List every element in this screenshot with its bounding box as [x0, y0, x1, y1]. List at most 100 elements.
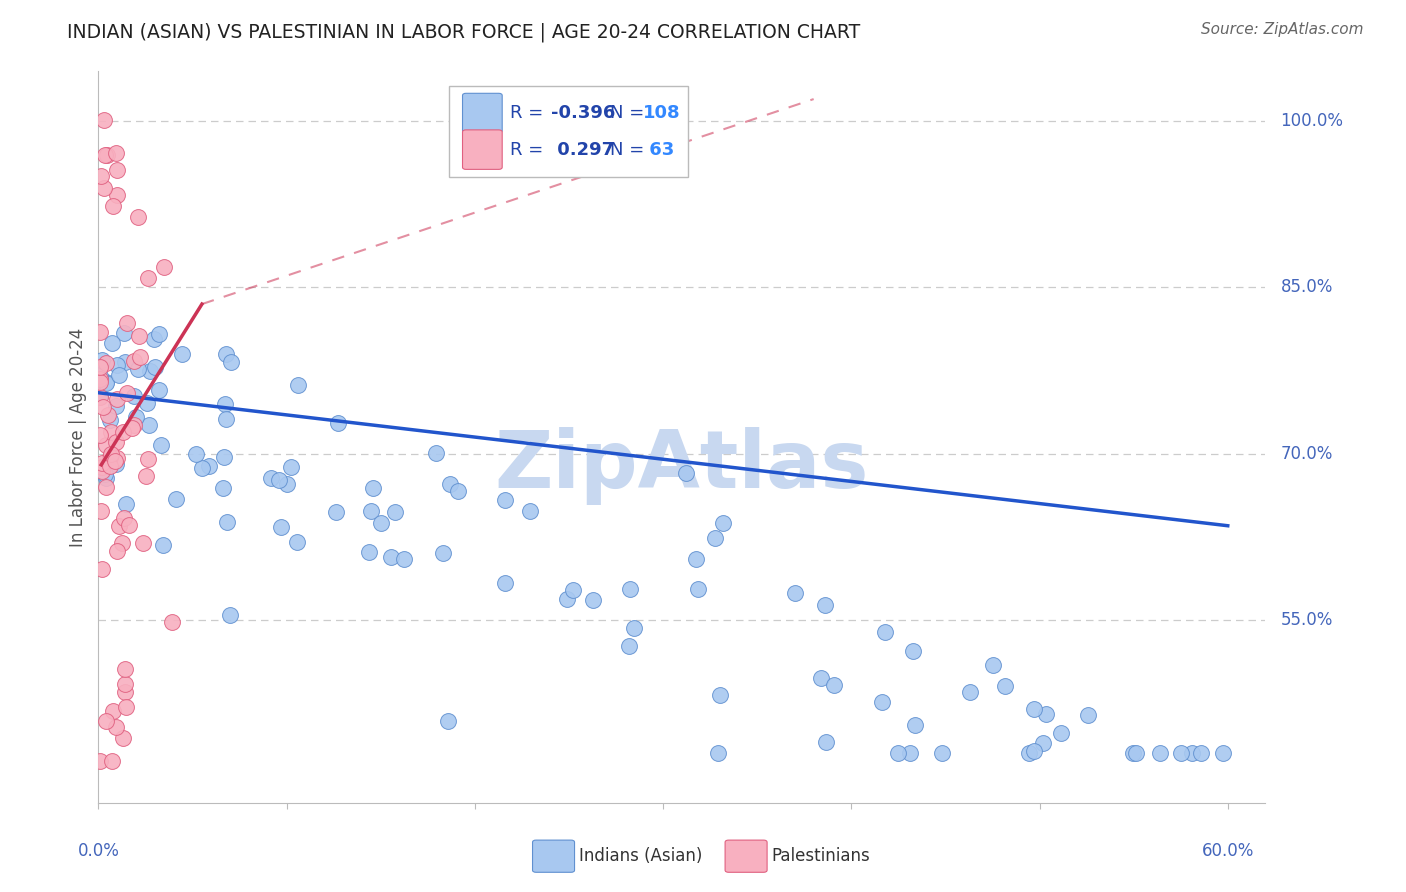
- Point: [97, 408, 120, 422]
- Point: [136, 451, 159, 466]
- Text: 55.0%: 55.0%: [1281, 611, 1333, 629]
- Point: [519, 504, 541, 518]
- Point: [993, 679, 1015, 693]
- Point: [215, 347, 238, 361]
- Point: [112, 731, 135, 746]
- Text: N =: N =: [610, 104, 644, 122]
- Point: [148, 326, 170, 341]
- Point: [810, 671, 832, 685]
- Point: [89, 359, 111, 374]
- Point: [103, 199, 125, 213]
- Point: [709, 688, 731, 702]
- Point: [870, 695, 893, 709]
- Point: [107, 368, 129, 383]
- Point: [425, 446, 447, 460]
- Point: [447, 484, 470, 499]
- Point: [439, 477, 461, 491]
- Point: [711, 516, 734, 530]
- Point: [114, 354, 136, 368]
- Point: [904, 718, 927, 732]
- Point: [1032, 736, 1054, 750]
- Text: Palestinians: Palestinians: [772, 847, 870, 865]
- Point: [115, 316, 138, 330]
- Point: [89, 369, 111, 384]
- Point: [104, 454, 127, 468]
- Point: [127, 210, 149, 224]
- Point: [101, 336, 124, 351]
- Point: [152, 538, 174, 552]
- Point: [218, 608, 240, 623]
- Point: [98, 413, 121, 427]
- Point: [100, 754, 122, 768]
- Text: Source: ZipAtlas.com: Source: ZipAtlas.com: [1201, 22, 1364, 37]
- Point: [886, 746, 908, 760]
- Point: [561, 582, 583, 597]
- Point: [122, 389, 145, 403]
- Point: [1181, 746, 1204, 760]
- Point: [823, 678, 845, 692]
- Point: [165, 492, 187, 507]
- Point: [437, 714, 460, 728]
- Text: 85.0%: 85.0%: [1281, 278, 1333, 296]
- Point: [325, 505, 347, 519]
- Point: [136, 396, 159, 410]
- Point: [89, 427, 111, 442]
- Point: [981, 658, 1004, 673]
- Point: [94, 376, 117, 390]
- Point: [128, 351, 150, 365]
- Y-axis label: In Labor Force | Age 20-24: In Labor Force | Age 20-24: [69, 327, 87, 547]
- Point: [96, 355, 118, 369]
- Point: [815, 735, 838, 749]
- Point: [153, 260, 176, 274]
- Point: [138, 363, 160, 377]
- Point: [127, 362, 149, 376]
- FancyBboxPatch shape: [463, 130, 502, 169]
- Point: [90, 504, 112, 518]
- Point: [93, 148, 115, 162]
- Point: [91, 456, 114, 470]
- Point: [269, 473, 291, 487]
- Point: [623, 621, 645, 635]
- Point: [959, 685, 981, 699]
- Point: [380, 550, 402, 565]
- Point: [111, 425, 134, 439]
- Point: [901, 644, 924, 658]
- Point: [1122, 746, 1144, 760]
- Point: [128, 329, 150, 343]
- Point: [89, 325, 111, 339]
- Text: N =: N =: [610, 141, 644, 159]
- Point: [115, 700, 138, 714]
- Point: [1212, 746, 1234, 760]
- Text: INDIAN (ASIAN) VS PALESTINIAN IN LABOR FORCE | AGE 20-24 CORRELATION CHART: INDIAN (ASIAN) VS PALESTINIAN IN LABOR F…: [67, 22, 860, 42]
- Point: [260, 471, 283, 485]
- Point: [94, 375, 117, 389]
- Point: [89, 371, 111, 385]
- Point: [105, 450, 128, 465]
- Point: [91, 352, 114, 367]
- Point: [94, 479, 117, 493]
- Point: [270, 519, 292, 533]
- Point: [581, 592, 603, 607]
- Point: [90, 562, 112, 576]
- Point: [1125, 746, 1147, 760]
- Point: [160, 615, 183, 629]
- Point: [873, 625, 896, 640]
- Text: -0.396: -0.396: [551, 104, 616, 122]
- Point: [112, 511, 135, 525]
- Point: [105, 720, 128, 734]
- Point: [96, 438, 118, 452]
- Point: [98, 450, 121, 464]
- Point: [703, 531, 725, 545]
- Point: [114, 497, 136, 511]
- Point: [898, 746, 921, 760]
- Point: [276, 476, 298, 491]
- Point: [115, 385, 138, 400]
- Point: [675, 466, 697, 480]
- Point: [211, 481, 233, 495]
- Text: 108: 108: [644, 104, 681, 122]
- Text: 0.0%: 0.0%: [77, 841, 120, 860]
- Point: [90, 464, 112, 478]
- Point: [326, 416, 349, 430]
- Point: [555, 592, 578, 607]
- Point: [150, 438, 173, 452]
